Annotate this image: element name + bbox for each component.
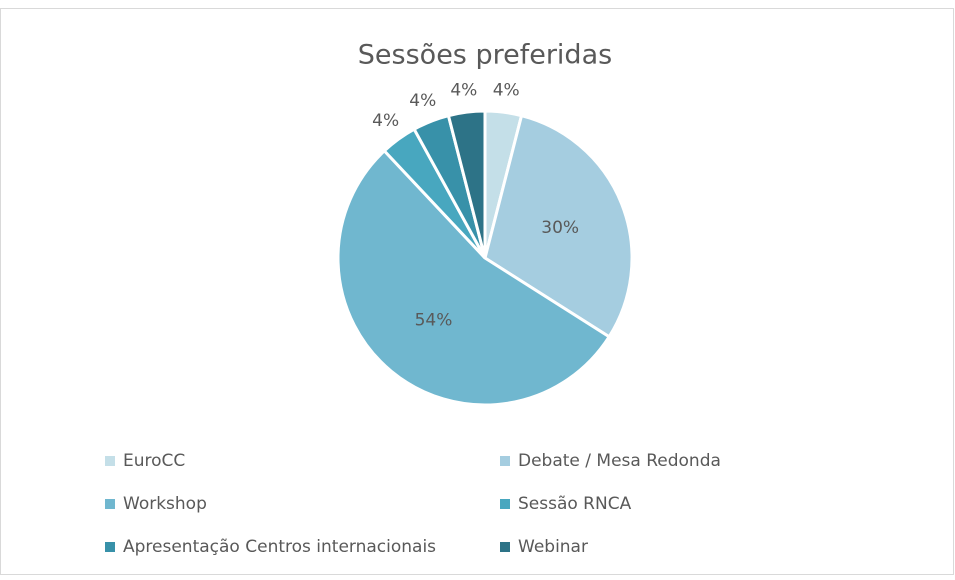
data-label: 4% <box>450 80 477 100</box>
pie-slice <box>336 148 612 407</box>
pie-slice <box>483 113 634 339</box>
legend-swatch <box>500 542 510 552</box>
legend-label: EuroCC <box>123 451 185 471</box>
legend-label: Apresentação Centros internacionais <box>123 537 436 557</box>
chart-title: Sessões preferidas <box>358 40 612 71</box>
legend-swatch <box>500 499 510 509</box>
pie-slice <box>446 109 487 259</box>
data-label: 30% <box>541 218 579 238</box>
legend-swatch <box>105 456 115 466</box>
legend-label: Webinar <box>518 537 588 557</box>
legend-label: Workshop <box>123 494 207 514</box>
legend-swatch <box>105 499 115 509</box>
data-label: 4% <box>493 80 520 100</box>
data-label: 54% <box>415 310 453 330</box>
legend-label: Sessão RNCA <box>518 494 632 514</box>
legend-label: Debate / Mesa Redonda <box>518 451 721 471</box>
legend-swatch <box>500 456 510 466</box>
data-label: 4% <box>409 91 436 111</box>
data-label: 4% <box>372 111 399 131</box>
legend-swatch <box>105 542 115 552</box>
